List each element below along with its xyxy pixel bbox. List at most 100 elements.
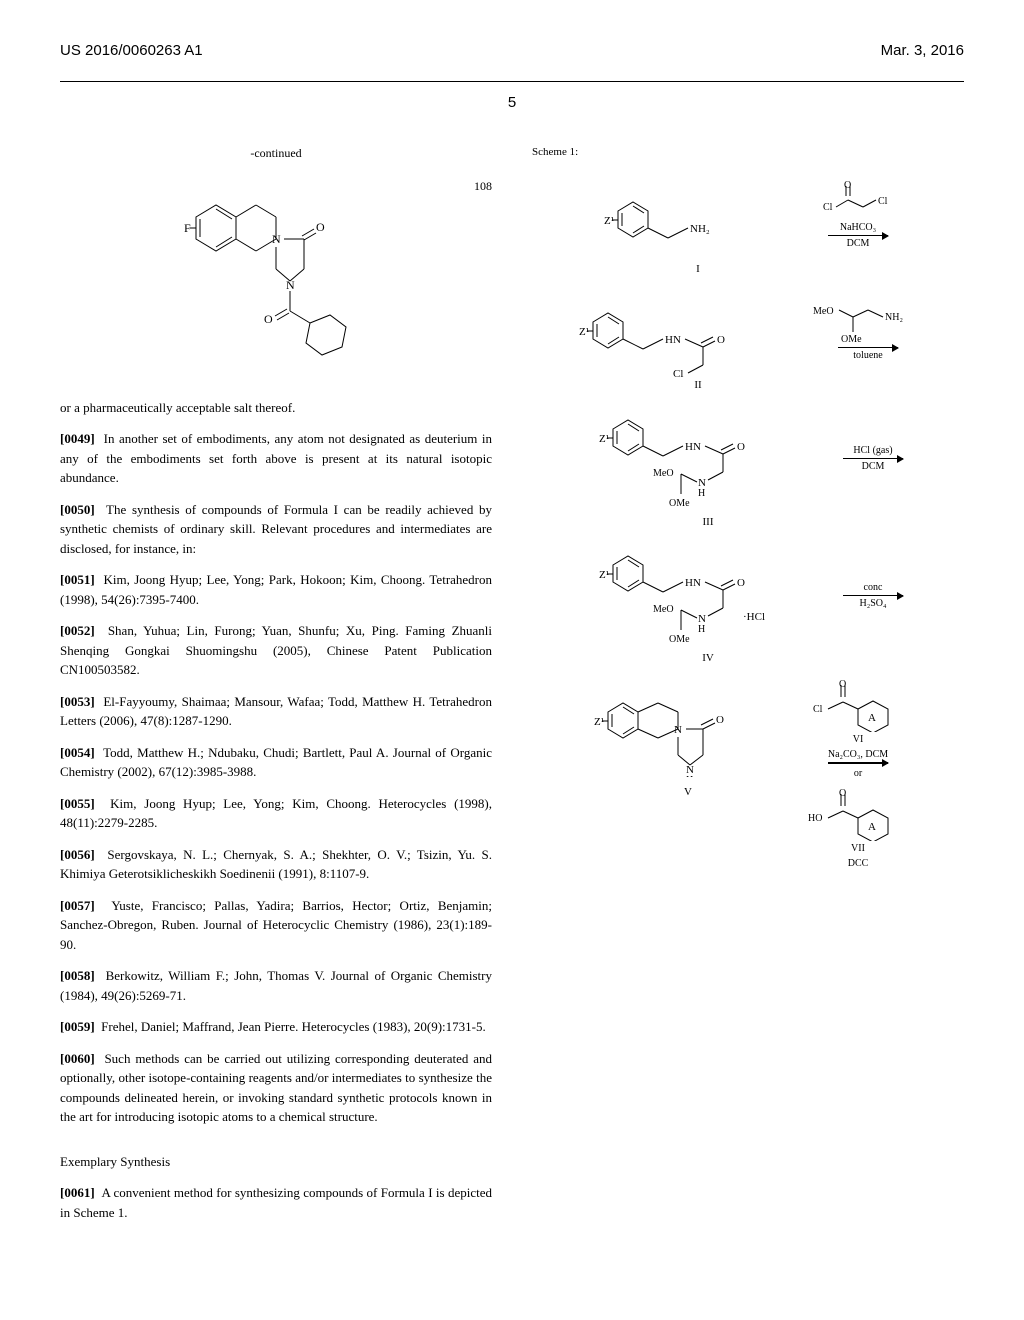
- header-divider: [60, 81, 964, 82]
- roman-I: I: [432, 261, 964, 278]
- compound-number-label: 108: [474, 177, 492, 195]
- para-0050: [0050] The synthesis of compounds of For…: [60, 500, 492, 559]
- para-text: In another set of embodiments, any atom …: [60, 431, 492, 485]
- para-0057: [0057] Yuste, Francisco; Pallas, Yadira;…: [60, 896, 492, 955]
- reagent-5-mid: Na₂CO₃, DCM: [828, 747, 888, 762]
- svg-text:NH₂: NH₂: [690, 223, 710, 235]
- para-num: [0057]: [60, 898, 95, 913]
- publication-date: Mar. 3, 2016: [881, 40, 964, 63]
- svg-text:Cl: Cl: [823, 202, 833, 213]
- svg-text:F: F: [184, 221, 191, 235]
- svg-text:H: H: [698, 624, 705, 635]
- svg-text:Z¹: Z¹: [604, 215, 614, 227]
- para-num: [0059]: [60, 1019, 95, 1034]
- arrow-icon: [828, 235, 888, 236]
- svg-text:N: N: [286, 278, 295, 292]
- svg-text:HN: HN: [685, 441, 701, 453]
- reagent-2-bottom: toluene: [853, 348, 882, 363]
- reagent-VI-svg: Cl O A: [808, 677, 908, 732]
- para-0054: [0054] Todd, Matthew H.; Ndubaku, Chudi;…: [60, 743, 492, 782]
- reagent-3-mid: HCl (gas): [853, 443, 892, 458]
- reagent-VII-svg: HO O A: [808, 786, 908, 841]
- intermediate-I-svg: Z¹ NH₂: [598, 176, 798, 256]
- reagent-1-bottom: DCM: [847, 236, 870, 251]
- reagent-arrow-4: conc H₂SO₄: [843, 580, 903, 611]
- para-0052: [0052] Shan, Yuhua; Lin, Furong; Yuan, S…: [60, 621, 492, 680]
- scheme-step-2: Z¹ HN O Cl MeO: [532, 287, 964, 377]
- para-num: [0055]: [60, 796, 95, 811]
- para-num: [0061]: [60, 1185, 95, 1200]
- reagent-4-mid: conc: [864, 580, 883, 595]
- para-text: Berkowitz, William F.; John, Thomas V. J…: [60, 968, 492, 1003]
- page-number: 5: [60, 92, 964, 115]
- svg-text:H: H: [698, 488, 705, 499]
- reagent-arrow-2: MeO NH₂ OMe toluene: [813, 302, 923, 363]
- roman-IV: IV: [452, 650, 964, 667]
- svg-text:MeO: MeO: [813, 306, 834, 317]
- reagent-2-svg: MeO NH₂ OMe: [813, 302, 923, 347]
- svg-text:Cl: Cl: [673, 368, 683, 377]
- para-text: Shan, Yuhua; Lin, Furong; Yuan, Shunfu; …: [60, 623, 492, 677]
- salt-note: or a pharmaceutically acceptable salt th…: [60, 398, 492, 418]
- arrow-icon: [828, 762, 888, 763]
- roman-V: V: [588, 784, 788, 801]
- para-0061: [0061] A convenient method for synthesiz…: [60, 1183, 492, 1222]
- svg-text:HO: HO: [808, 813, 822, 824]
- svg-text:Z¹: Z¹: [599, 569, 609, 581]
- para-num: [0058]: [60, 968, 95, 983]
- arrow-icon: [843, 458, 903, 459]
- intermediate-IV-svg: Z¹ HN O N H MeO OMe: [593, 540, 823, 650]
- para-num: [0056]: [60, 847, 95, 862]
- para-0053: [0053] El-Fayyoumy, Shaimaa; Mansour, Wa…: [60, 692, 492, 731]
- svg-text:O: O: [844, 180, 851, 191]
- arrow-icon: [843, 595, 903, 596]
- para-0058: [0058] Berkowitz, William F.; John, Thom…: [60, 966, 492, 1005]
- exemplary-synthesis-heading: Exemplary Synthesis: [60, 1152, 492, 1172]
- svg-text:NH₂: NH₂: [885, 312, 903, 323]
- roman-II: II: [432, 377, 964, 394]
- para-text: Todd, Matthew H.; Ndubaku, Chudi; Bartle…: [60, 745, 492, 780]
- reagent-4-bottom: H₂SO₄: [860, 596, 887, 611]
- svg-text:HN: HN: [685, 577, 701, 589]
- reagent-VII-label: VII: [851, 841, 865, 856]
- scheme-step-4: Z¹ HN O N H MeO OMe: [532, 540, 964, 650]
- scheme-step-5: Z¹ N O: [532, 677, 964, 871]
- reagent-VII-dcc: DCC: [848, 856, 869, 871]
- svg-text:Z¹: Z¹: [579, 326, 589, 338]
- para-text: The synthesis of compounds of Formula I …: [60, 502, 492, 556]
- para-0055: [0055] Kim, Joong Hyup; Lee, Yong; Kim, …: [60, 794, 492, 833]
- para-num: [0051]: [60, 572, 95, 587]
- reagent-VI-label: VI: [853, 732, 864, 747]
- svg-text:MeO: MeO: [653, 604, 674, 615]
- para-text: El-Fayyoumy, Shaimaa; Mansour, Wafaa; To…: [60, 694, 492, 729]
- para-0051: [0051] Kim, Joong Hyup; Lee, Yong; Park,…: [60, 570, 492, 609]
- para-0059: [0059] Frehel, Daniel; Maffrand, Jean Pi…: [60, 1017, 492, 1037]
- para-num: [0053]: [60, 694, 95, 709]
- scheme-step-3: Z¹ HN O N H MeO OMe: [532, 404, 964, 514]
- svg-text:Cl: Cl: [878, 196, 888, 207]
- para-0049: [0049] In another set of embodiments, an…: [60, 429, 492, 488]
- compound-108-structure: 108 F N: [60, 177, 492, 373]
- right-column: Scheme 1: Z¹ NH₂ Cl: [532, 144, 964, 1234]
- svg-text:O: O: [316, 220, 325, 234]
- reagent-arrow-3: HCl (gas) DCM: [843, 443, 903, 474]
- para-text: Sergovskaya, N. L.; Chernyak, S. A.; She…: [60, 847, 492, 882]
- reagent-arrow-1: Cl O Cl NaHCO₃ DCM: [818, 180, 898, 251]
- reagent-3-bottom: DCM: [862, 459, 885, 474]
- para-num: [0050]: [60, 502, 95, 517]
- reagent-arrow-5: Cl O A VI Na₂CO₃, DCM or H: [808, 677, 908, 871]
- svg-text:OMe: OMe: [841, 334, 862, 345]
- svg-text:·HCl: ·HCl: [743, 611, 765, 623]
- intermediate-V-svg: Z¹ N O: [588, 677, 788, 777]
- para-num: [0052]: [60, 623, 95, 638]
- svg-text:HN: HN: [665, 334, 681, 346]
- svg-text:OMe: OMe: [669, 498, 690, 509]
- svg-text:O: O: [264, 312, 273, 326]
- svg-text:O: O: [839, 679, 846, 690]
- svg-text:O: O: [839, 788, 846, 799]
- svg-text:H: H: [686, 775, 693, 777]
- para-0056: [0056] Sergovskaya, N. L.; Chernyak, S. …: [60, 845, 492, 884]
- svg-text:MeO: MeO: [653, 468, 674, 479]
- svg-text:N: N: [674, 724, 682, 736]
- svg-text:A: A: [868, 821, 876, 833]
